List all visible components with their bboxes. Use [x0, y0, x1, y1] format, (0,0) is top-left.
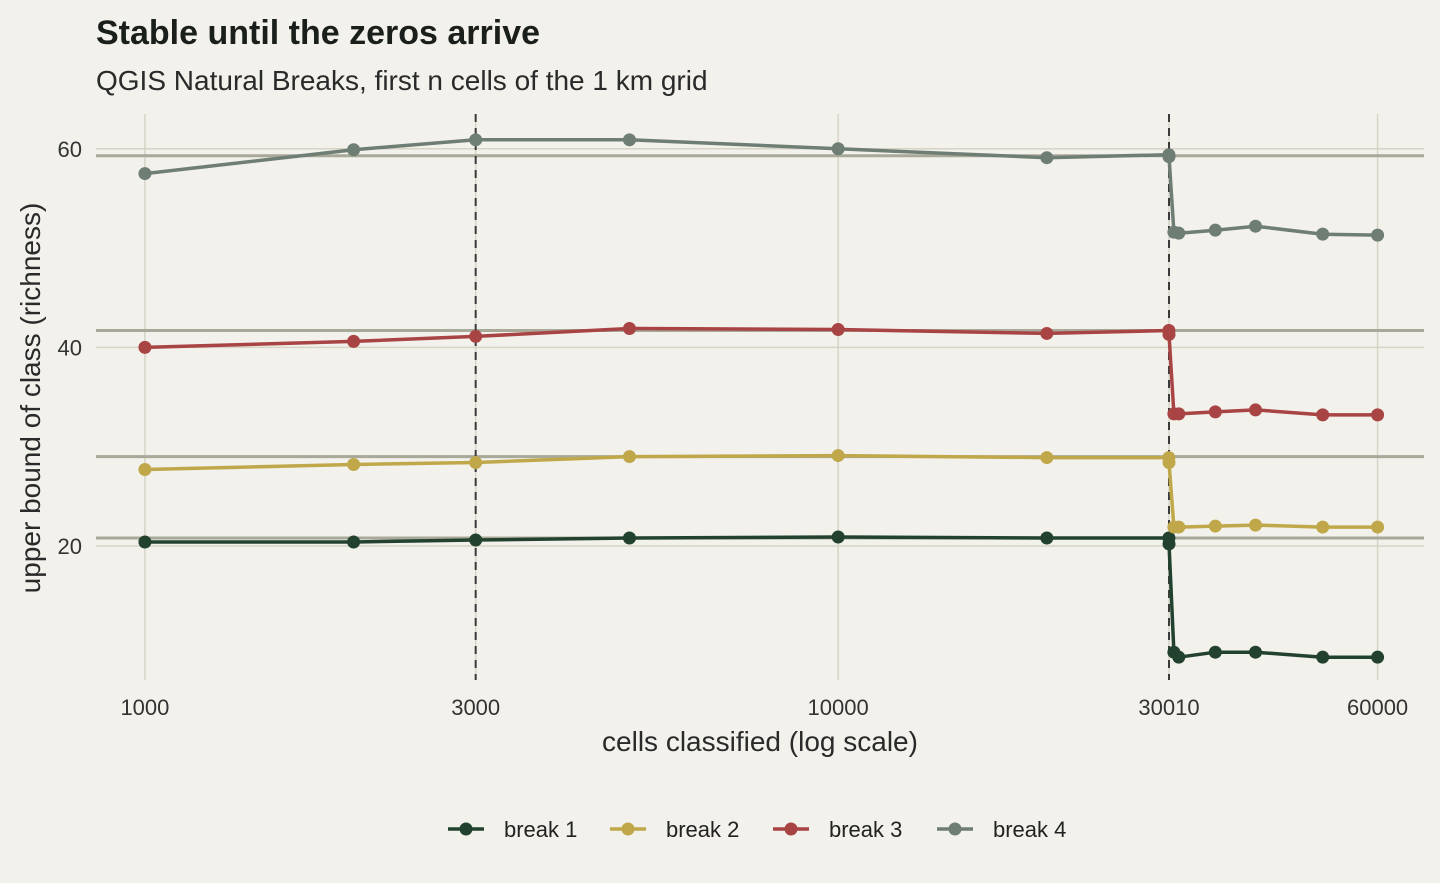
data-point	[1249, 518, 1263, 532]
legend-swatch-point	[784, 822, 798, 836]
chart-title: Stable until the zeros arrive	[96, 14, 540, 52]
data-point	[1371, 650, 1385, 664]
data-point	[1040, 531, 1054, 545]
data-point	[831, 530, 845, 544]
series-3	[138, 321, 1385, 422]
legend: break 1 break 2 break 3 break 4	[448, 817, 1066, 842]
data-point	[1172, 226, 1186, 240]
y-tick-label: 20	[58, 534, 82, 559]
data-point	[1040, 451, 1054, 465]
series-2	[138, 449, 1385, 534]
data-point	[622, 450, 636, 464]
data-point	[1249, 219, 1263, 233]
data-point	[1208, 519, 1222, 533]
data-point	[1371, 520, 1385, 534]
data-point	[1249, 403, 1263, 417]
data-point	[1172, 520, 1186, 534]
data-point	[469, 133, 483, 147]
data-point	[138, 167, 152, 181]
data-point	[469, 329, 483, 343]
data-point	[469, 456, 483, 470]
data-point	[831, 142, 845, 156]
data-point	[1371, 228, 1385, 242]
chart-subtitle: QGIS Natural Breaks, first n cells of th…	[96, 65, 708, 96]
data-point	[347, 143, 361, 157]
x-tick-label: 3000	[451, 695, 500, 720]
data-point	[831, 449, 845, 463]
series-line	[144, 138, 1378, 237]
x-axis-title: cells classified (log scale)	[602, 726, 918, 757]
series-4	[138, 133, 1385, 242]
threshold-lines	[474, 114, 1171, 680]
legend-label: break 1	[504, 817, 577, 842]
data-point	[1162, 456, 1176, 470]
x-tick-label: 1000	[120, 695, 169, 720]
data-point	[347, 334, 361, 348]
data-point	[1249, 645, 1263, 659]
data-point	[1316, 227, 1330, 241]
x-tick-label: 60000	[1347, 695, 1408, 720]
data-point	[1040, 326, 1054, 340]
y-axis-title: upper bound of class (richness)	[15, 203, 46, 594]
data-point	[1316, 408, 1330, 422]
legend-swatch-point	[459, 822, 473, 836]
x-tick-label: 10000	[808, 695, 869, 720]
data-point	[138, 535, 152, 549]
data-point	[1208, 405, 1222, 419]
data-point	[622, 321, 636, 335]
legend-item: break 2	[610, 817, 739, 842]
data-point	[138, 462, 152, 476]
data-point	[347, 535, 361, 549]
series-1	[138, 530, 1385, 664]
series-line	[144, 326, 1378, 417]
data-point	[831, 322, 845, 336]
data-point	[1172, 650, 1186, 664]
data-point	[1162, 150, 1176, 164]
legend-label: break 2	[666, 817, 739, 842]
data-point	[347, 458, 361, 472]
data-point	[469, 533, 483, 547]
legend-item: break 1	[448, 817, 577, 842]
data-point	[1316, 650, 1330, 664]
data-point	[622, 531, 636, 545]
y-axis-ticks: 20 40 60	[58, 137, 82, 559]
y-tick-label: 40	[58, 335, 82, 360]
legend-item: break 4	[937, 817, 1066, 842]
data-point	[1162, 327, 1176, 341]
legend-item: break 3	[773, 817, 902, 842]
legend-swatch-point	[621, 822, 635, 836]
data-point	[1162, 537, 1176, 551]
data-point	[1172, 407, 1186, 421]
y-tick-label: 60	[58, 137, 82, 162]
data-point	[1316, 520, 1330, 534]
data-point	[622, 133, 636, 147]
legend-label: break 3	[829, 817, 902, 842]
x-tick-label: 30010	[1138, 695, 1199, 720]
data-point	[138, 340, 152, 354]
series-group	[138, 133, 1385, 664]
data-point	[1040, 151, 1054, 165]
x-axis-ticks: 1000 3000 10000 30010 60000	[120, 695, 1408, 720]
series-line	[144, 535, 1378, 659]
data-point	[1371, 408, 1385, 422]
legend-label: break 4	[993, 817, 1066, 842]
series-line	[144, 453, 1378, 529]
data-point	[1208, 223, 1222, 237]
data-point	[1208, 645, 1222, 659]
legend-swatch-point	[948, 822, 962, 836]
gridlines	[96, 114, 1424, 680]
